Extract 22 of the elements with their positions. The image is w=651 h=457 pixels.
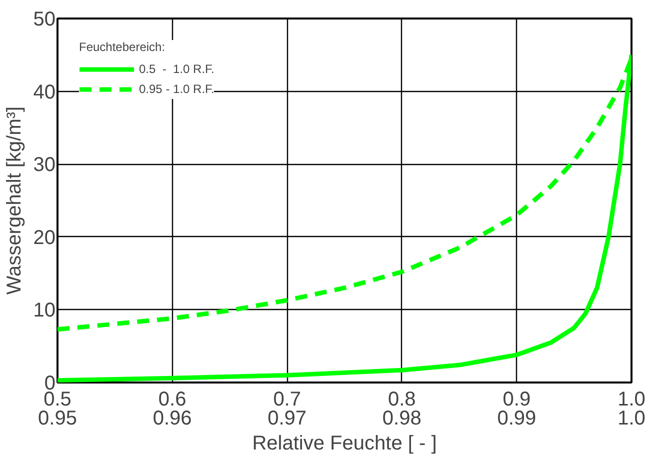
x-axis-title: Relative Feuchte [ - ] bbox=[252, 432, 437, 454]
y-axis-title: Wassergehalt [kg/m³] bbox=[3, 106, 26, 295]
y-tick-label: 10 bbox=[33, 300, 56, 322]
x2-tick-label: 0.99 bbox=[497, 408, 536, 430]
x2-tick-label: 0.95 bbox=[38, 408, 77, 430]
x-tick-label: 0.7 bbox=[273, 388, 302, 410]
x2-tick-label: 1.0 bbox=[618, 408, 646, 430]
x2-tick-label: 0.96 bbox=[152, 408, 192, 430]
x2-tick-label: 0.97 bbox=[268, 408, 307, 430]
legend-label: 0.5 - 1.0 R.F. bbox=[139, 62, 214, 76]
x2-tick-label: 0.98 bbox=[382, 408, 422, 430]
legend-label: 0.95 - 1.0 R.F. bbox=[139, 82, 214, 96]
x-tick-label: 0.8 bbox=[388, 388, 416, 410]
y-tick-label: 20 bbox=[33, 226, 56, 249]
line-series bbox=[58, 52, 632, 382]
x-tick-label: 0.6 bbox=[158, 388, 186, 410]
x-tick-label: 1.0 bbox=[618, 388, 646, 410]
y-tick-label: 50 bbox=[33, 8, 56, 30]
x-tick-label: 0.9 bbox=[502, 388, 531, 410]
legend-title: Feuchtebereich: bbox=[79, 40, 166, 54]
y-tick-label: 30 bbox=[33, 154, 56, 176]
y-tick-label: 40 bbox=[33, 81, 56, 104]
